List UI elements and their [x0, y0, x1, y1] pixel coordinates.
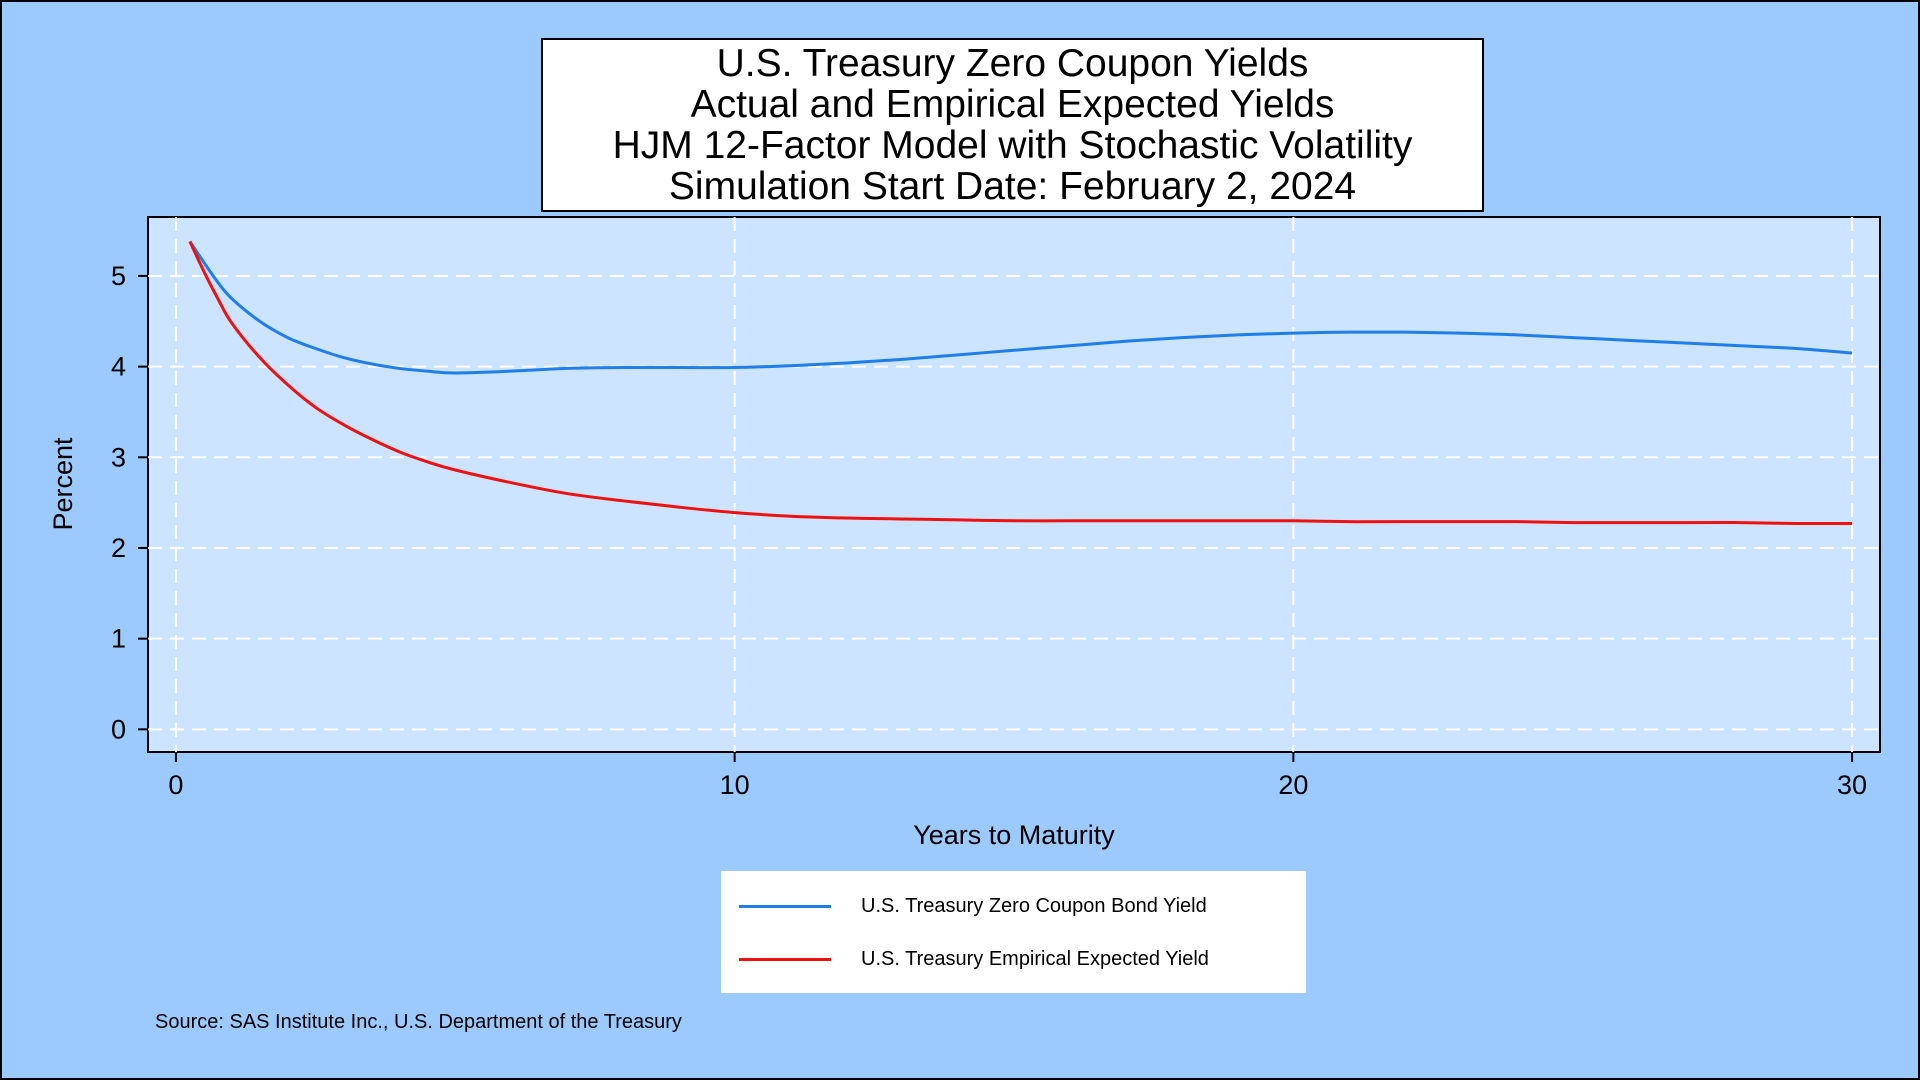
y-tick-label: 3	[111, 442, 126, 472]
x-tick-label: 30	[1837, 770, 1867, 800]
chart-title-line-4: Simulation Start Date: February 2, 2024	[668, 165, 1357, 208]
axes: 0 1 2 3 4 5 0 10 20 30	[111, 261, 1867, 800]
series-layer	[188, 240, 1853, 526]
plot-area	[147, 216, 1881, 753]
y-tick-label: 2	[111, 533, 126, 563]
chart-title-line-1: U.S. Treasury Zero Coupon Yields	[716, 42, 1309, 85]
x-tick-label: 0	[168, 770, 183, 800]
chart-title-line-2: Actual and Empirical Expected Yields	[690, 83, 1335, 126]
chart-title-box: U.S. Treasury Zero Coupon Yields Actual …	[541, 38, 1484, 212]
y-tick-label: 1	[111, 624, 126, 654]
x-axis-label: Years to Maturity	[913, 820, 1115, 850]
legend-swatch-expected	[739, 957, 831, 961]
legend-label-expected: U.S. Treasury Empirical Expected Yield	[861, 947, 1209, 970]
chart-title-line-3: HJM 12-Factor Model with Stochastic Vola…	[612, 124, 1413, 167]
y-axis-label: Percent	[48, 437, 78, 531]
series-line-expected	[188, 240, 1853, 526]
series-line-zero-coupon	[188, 240, 1853, 375]
source-note: Source: SAS Institute Inc., U.S. Departm…	[155, 1011, 682, 1033]
legend-label-zero-coupon: U.S. Treasury Zero Coupon Bond Yield	[861, 894, 1207, 917]
y-tick-label: 5	[111, 261, 126, 291]
y-tick-label: 4	[111, 352, 126, 382]
x-tick-label: 20	[1278, 770, 1308, 800]
y-tick-label: 0	[111, 714, 126, 744]
legend-swatch-zero-coupon	[739, 904, 831, 908]
grid	[148, 217, 1880, 752]
x-tick-label: 10	[720, 770, 750, 800]
legend: U.S. Treasury Zero Coupon Bond Yield U.S…	[721, 871, 1306, 993]
legend-item-expected: U.S. Treasury Empirical Expected Yield	[739, 944, 1209, 974]
legend-item-zero-coupon: U.S. Treasury Zero Coupon Bond Yield	[739, 891, 1207, 921]
